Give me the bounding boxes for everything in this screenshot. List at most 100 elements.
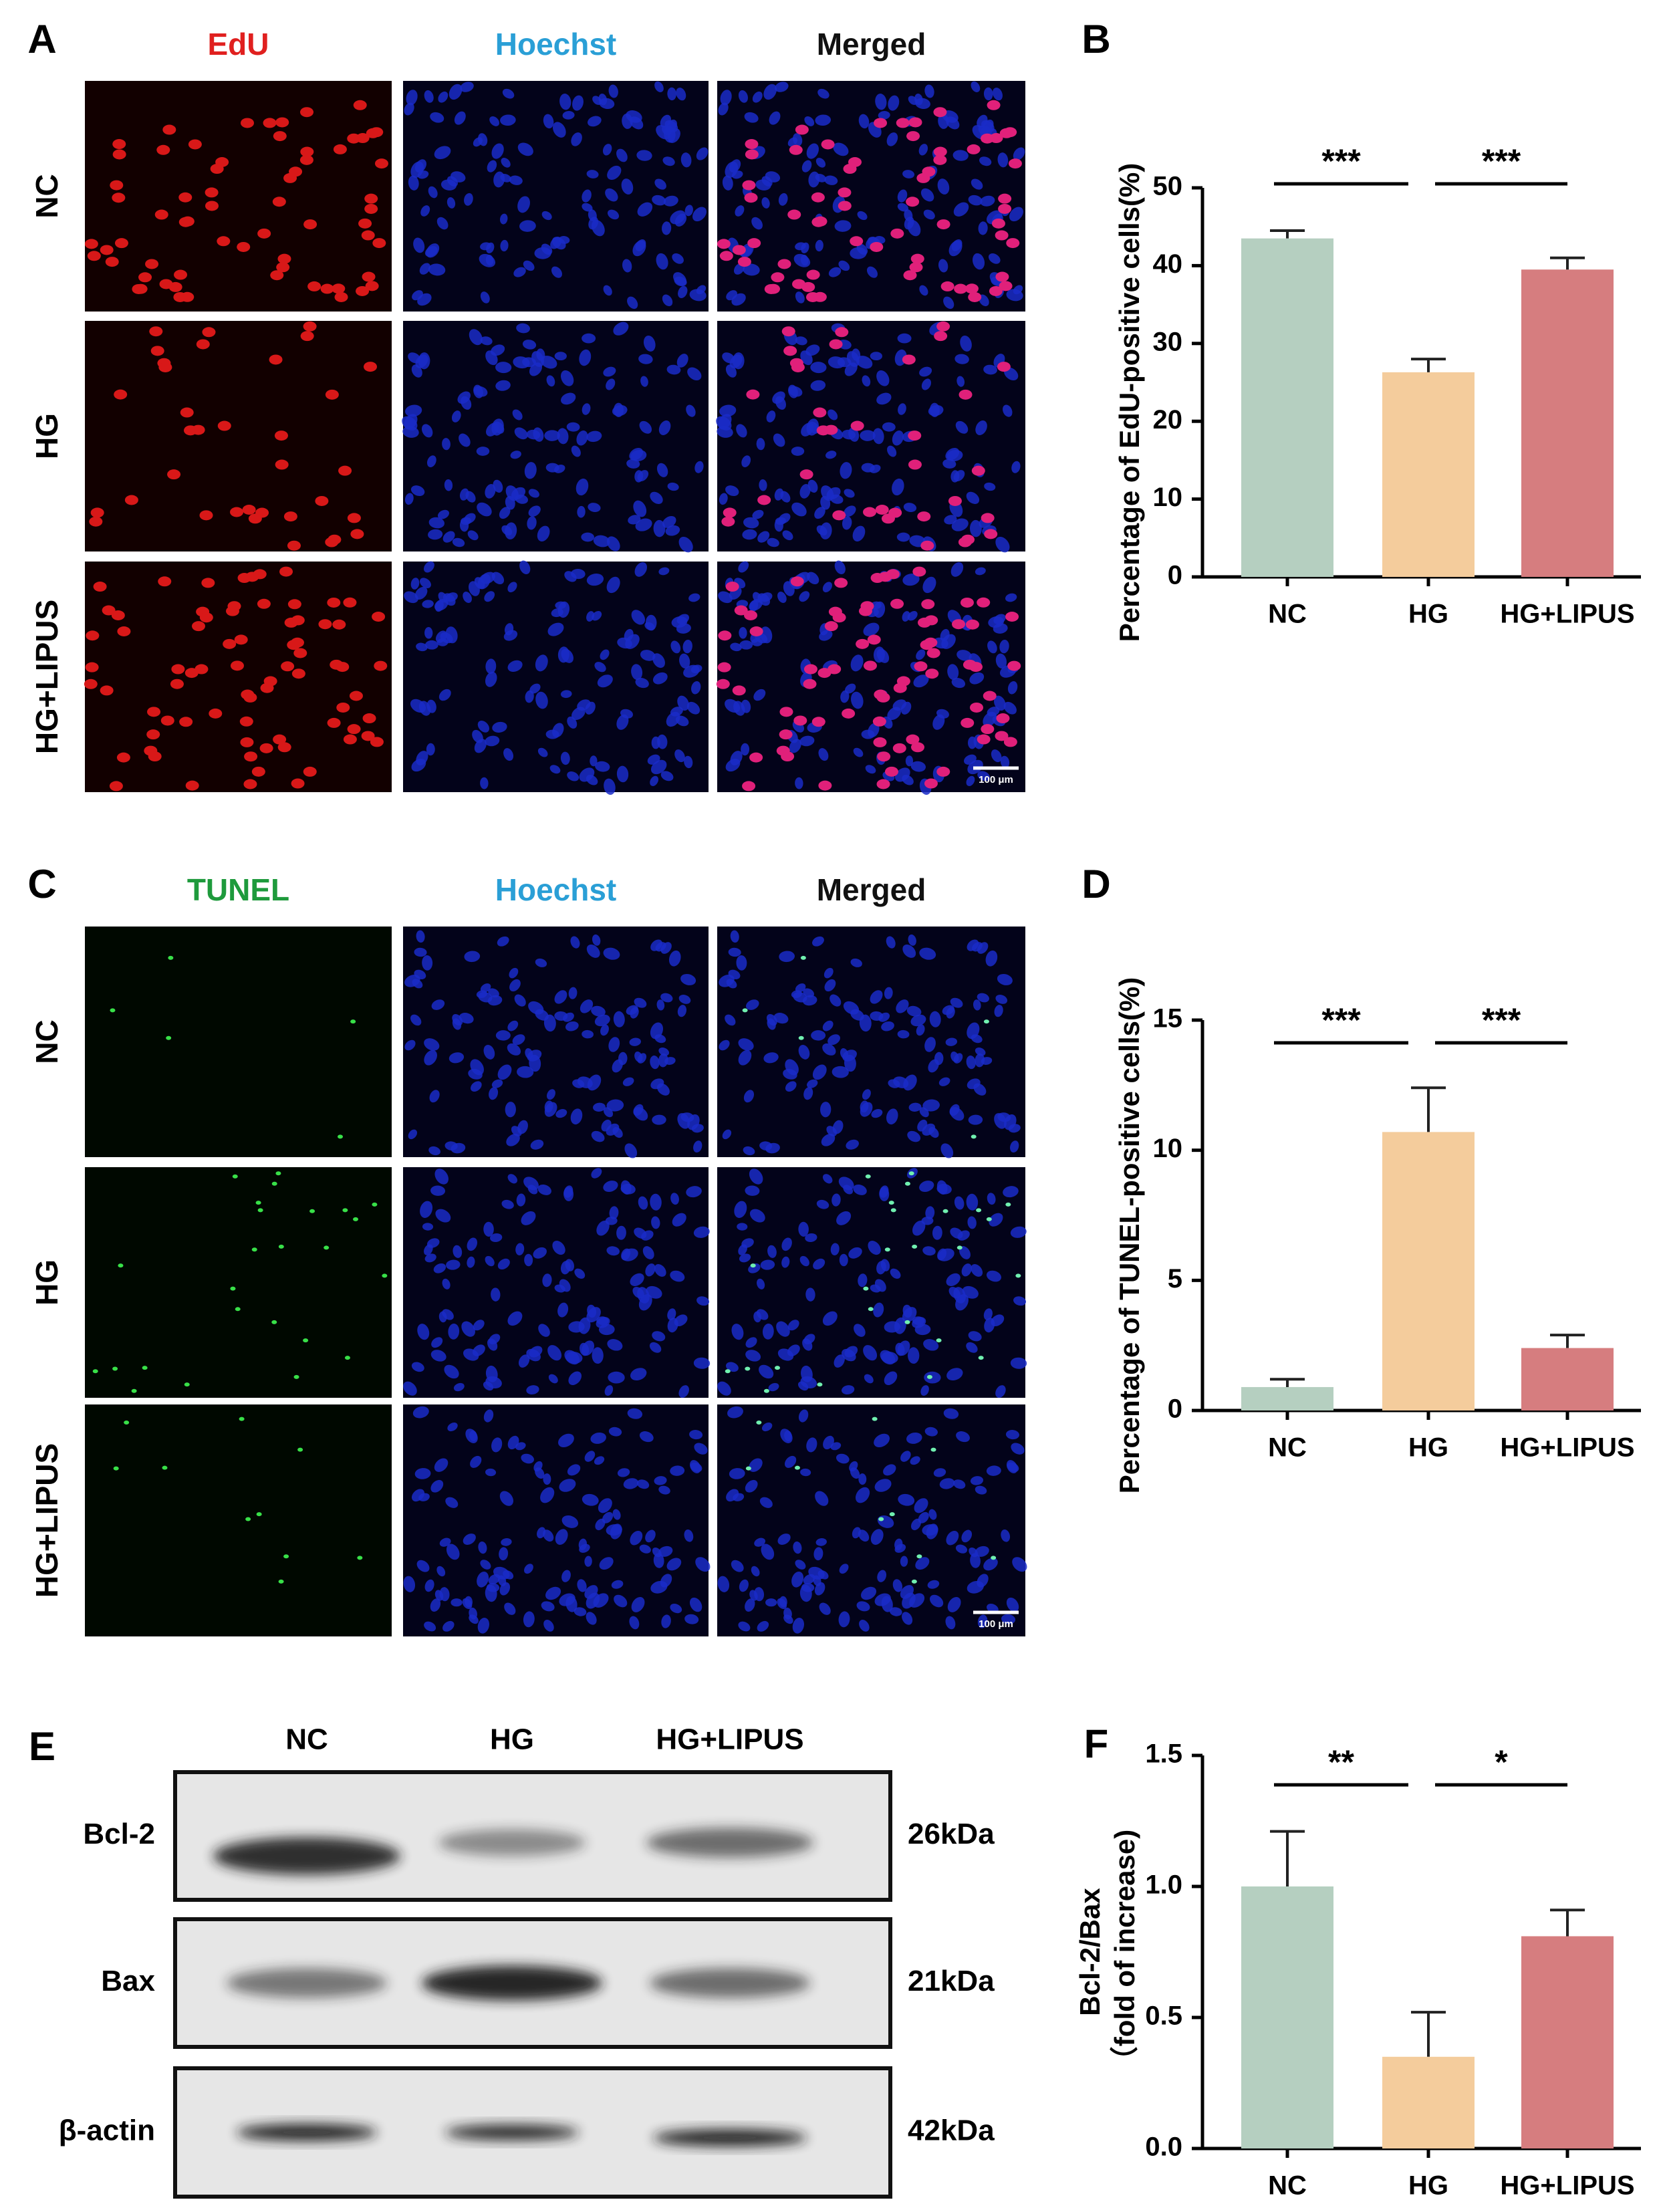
nucleus (592, 1347, 604, 1364)
stained-nucleus (956, 1245, 963, 1250)
nucleus (903, 1074, 917, 1091)
nucleus (988, 253, 1001, 264)
nucleus (608, 1371, 625, 1384)
nucleus (757, 1620, 769, 1632)
nucleus (837, 357, 852, 368)
nucleus (621, 1248, 631, 1261)
nucleus (502, 88, 515, 99)
nucleus (546, 375, 555, 387)
nucleus (960, 336, 972, 352)
stained-nucleus (997, 362, 1011, 372)
nucleus (633, 500, 647, 517)
nucleus (561, 1515, 579, 1528)
nucleus (823, 967, 834, 979)
nucleus (725, 1014, 736, 1026)
nucleus (810, 362, 827, 374)
nucleus (535, 691, 548, 709)
nucleus (654, 81, 664, 92)
nucleus (677, 1005, 687, 1017)
nucleus (806, 143, 819, 159)
stained-nucleus (142, 1366, 148, 1370)
y-tick-label: 1.0 (1145, 1870, 1182, 1900)
nucleus (654, 178, 666, 190)
nucleus (966, 491, 980, 504)
nucleus (543, 1619, 554, 1632)
stained-nucleus (180, 216, 195, 227)
stained-nucleus (131, 1388, 137, 1393)
stained-nucleus (325, 537, 339, 547)
nucleus (497, 936, 509, 947)
blot-band (422, 1965, 602, 2001)
nucleus (552, 1241, 565, 1255)
nucleus (876, 392, 892, 405)
nucleus (473, 1320, 485, 1331)
nucleus (775, 517, 786, 525)
nucleus (801, 1365, 813, 1382)
stained-nucleus (725, 582, 739, 592)
nucleus (560, 690, 572, 699)
nucleus (1011, 1443, 1025, 1455)
nucleus (1013, 147, 1025, 160)
nucleus (629, 1616, 640, 1630)
stained-nucleus (184, 668, 199, 679)
nucleus (858, 1529, 870, 1542)
nucleus (874, 1479, 892, 1492)
nucleus (914, 93, 923, 106)
nucleus (582, 189, 592, 203)
stained-nucleus (995, 731, 1009, 741)
nucleus (604, 778, 616, 795)
nucleus (559, 1279, 571, 1292)
stained-nucleus (199, 612, 213, 623)
nucleus (932, 714, 945, 730)
nucleus (842, 516, 852, 530)
stained-nucleus (307, 281, 322, 291)
nucleus (683, 664, 700, 678)
nucleus (781, 1237, 792, 1251)
nucleus (687, 367, 702, 381)
nucleus (798, 1381, 809, 1391)
nucleus (915, 1557, 930, 1570)
nucleus (421, 424, 433, 438)
nucleus (633, 1107, 648, 1121)
stained-nucleus (721, 516, 735, 527)
nucleus (493, 479, 503, 493)
nucleus (585, 701, 596, 715)
stained-nucleus (817, 668, 832, 679)
nucleus (817, 88, 830, 99)
nucleus (795, 1560, 806, 1570)
stained-nucleus (112, 149, 126, 160)
nucleus (607, 209, 620, 220)
nucleus (784, 1430, 792, 1442)
nucleus (547, 622, 564, 636)
nucleus (684, 205, 693, 217)
nucleus (824, 979, 836, 992)
nucleus (727, 1406, 743, 1419)
stained-nucleus (793, 715, 807, 726)
nucleus (822, 1043, 836, 1056)
nucleus (630, 116, 644, 130)
stained-nucleus (998, 203, 1012, 214)
nucleus (983, 1308, 993, 1320)
nucleus (975, 1546, 989, 1557)
nucleus (739, 1253, 751, 1263)
stained-nucleus (240, 118, 254, 128)
stained-nucleus (908, 431, 922, 441)
nucleus (858, 114, 870, 129)
stained-nucleus (287, 540, 301, 551)
nucleus (902, 170, 915, 178)
nucleus (404, 975, 420, 987)
y-tick-label: 0.5 (1145, 2001, 1182, 2031)
nucleus (561, 370, 574, 386)
nucleus (592, 934, 601, 946)
stained-nucleus (989, 133, 1003, 144)
nucleus (881, 1596, 893, 1612)
stained-nucleus (921, 599, 935, 610)
nucleus (424, 627, 433, 639)
nucleus (617, 1468, 630, 1477)
nucleus (440, 632, 453, 644)
nucleus (757, 1278, 765, 1289)
nucleus (485, 1255, 495, 1267)
scale-bar-label: 100 μm (979, 774, 1013, 785)
nucleus (795, 291, 805, 303)
nucleus (424, 1621, 436, 1632)
